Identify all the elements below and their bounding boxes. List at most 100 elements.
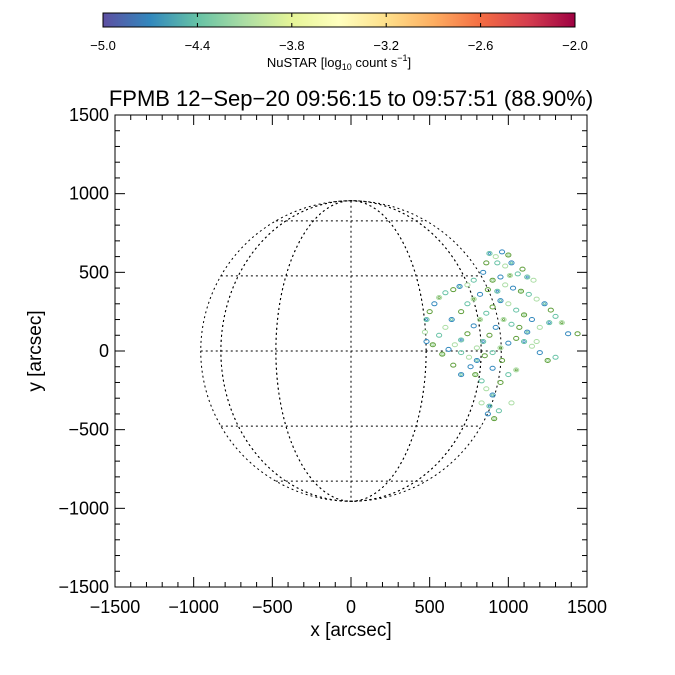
contour-point bbox=[486, 250, 493, 256]
contour-point-inner bbox=[475, 359, 479, 362]
contour-point bbox=[458, 372, 465, 378]
contour-point bbox=[533, 296, 540, 302]
contour-point bbox=[489, 277, 496, 283]
contour-point-inner bbox=[498, 346, 503, 350]
contour-point bbox=[439, 351, 446, 357]
colorbar: −5.0 −4.4 −3.8 −3.2 −2.6 −2.0 NuSTAR [log10 c… bbox=[90, 12, 588, 72]
colorbar-gradient bbox=[102, 12, 576, 28]
contour-point-inner bbox=[478, 318, 482, 321]
y-tick-label: −1500 bbox=[58, 577, 109, 597]
colorbar-tick-label: −4.4 bbox=[185, 38, 211, 53]
contour-point bbox=[536, 350, 543, 356]
contour-point bbox=[470, 277, 477, 283]
contour-point-inner bbox=[459, 373, 463, 376]
contour-point bbox=[528, 343, 536, 349]
contour-point-inner bbox=[473, 373, 477, 376]
colorbar-tick-label: −5.0 bbox=[90, 38, 116, 53]
contour-point bbox=[517, 288, 525, 294]
contour-point-inner bbox=[506, 253, 510, 257]
contour-point bbox=[473, 357, 480, 363]
longitude-line bbox=[220, 200, 482, 502]
contour-point bbox=[544, 357, 551, 363]
contour-point bbox=[520, 312, 528, 318]
contour-point bbox=[470, 296, 477, 302]
contour-point bbox=[505, 340, 512, 346]
colorbar-tick-label: −2.6 bbox=[468, 38, 494, 53]
contour-point bbox=[494, 288, 501, 294]
contour-point bbox=[508, 400, 515, 406]
y-tick-label: 0 bbox=[99, 341, 109, 361]
contour-point bbox=[445, 346, 452, 352]
contour-point-inner bbox=[522, 340, 526, 343]
contour-point-inner bbox=[522, 313, 526, 317]
contour-point bbox=[426, 309, 433, 315]
contour-point bbox=[486, 332, 493, 338]
contour-point-inner bbox=[437, 296, 441, 299]
contour-point bbox=[467, 364, 474, 370]
contour-point bbox=[508, 260, 515, 266]
contour-point-inner bbox=[490, 278, 495, 282]
contour-point bbox=[481, 353, 488, 359]
x-tick-label: −500 bbox=[252, 597, 293, 617]
contour-point bbox=[516, 324, 523, 330]
contour-point bbox=[442, 290, 449, 296]
contour-point-inner bbox=[450, 318, 454, 321]
contour-point-inner bbox=[487, 404, 492, 408]
contour-point bbox=[483, 310, 490, 316]
contour-point-inner bbox=[459, 338, 463, 342]
contour-point bbox=[464, 282, 471, 288]
contour-point bbox=[472, 372, 479, 378]
contour-point-inner bbox=[514, 368, 518, 372]
contour-point bbox=[500, 317, 507, 323]
contour-point bbox=[505, 301, 512, 307]
contour-point-inner bbox=[440, 352, 444, 356]
contour-point bbox=[497, 298, 504, 304]
contour-point bbox=[486, 403, 493, 409]
contour-point bbox=[502, 282, 509, 288]
contour-point bbox=[533, 339, 540, 345]
contour-point bbox=[421, 329, 429, 335]
contour-point bbox=[519, 266, 526, 272]
contour-point bbox=[480, 339, 487, 345]
contour-point bbox=[547, 307, 554, 313]
contour-point bbox=[502, 263, 509, 269]
contour-point bbox=[478, 378, 485, 384]
contour-point bbox=[470, 323, 477, 329]
contour-point bbox=[489, 365, 496, 371]
contour-point-inner bbox=[508, 274, 512, 277]
colorbar-label: NuSTAR [log10 count s−1] bbox=[267, 53, 411, 72]
contour-point bbox=[497, 274, 504, 280]
contour-point bbox=[514, 271, 521, 277]
y-tick-label: −500 bbox=[68, 420, 109, 440]
contour-point bbox=[431, 301, 438, 307]
contour-point bbox=[450, 287, 457, 293]
contour-point bbox=[506, 272, 514, 278]
contour-point bbox=[476, 291, 484, 297]
contour-point bbox=[498, 249, 506, 255]
contour-point bbox=[505, 372, 512, 378]
contour-point bbox=[483, 386, 490, 392]
contour-point bbox=[552, 354, 559, 360]
contour-point bbox=[465, 354, 473, 360]
contour-point bbox=[483, 260, 490, 266]
contour-point bbox=[458, 350, 465, 356]
contour-point bbox=[491, 416, 498, 422]
contour-point bbox=[495, 408, 502, 414]
contour-point bbox=[429, 342, 436, 348]
contour-point bbox=[528, 317, 536, 323]
contour-point-inner bbox=[492, 417, 496, 420]
y-axis-label: y [arcsec] bbox=[25, 310, 46, 391]
contour-point bbox=[442, 324, 449, 330]
contour-point-inner bbox=[502, 318, 506, 321]
contour-point bbox=[552, 313, 559, 319]
contour-point-inner bbox=[495, 289, 499, 293]
x-tick-label: 500 bbox=[415, 597, 445, 617]
contour-point bbox=[565, 331, 572, 337]
contour-point-inner bbox=[560, 321, 564, 324]
contour-point bbox=[478, 400, 485, 406]
contour-point-inner bbox=[525, 275, 529, 279]
contour-point bbox=[458, 309, 465, 315]
contour-point bbox=[484, 411, 491, 417]
y-tick-label: 500 bbox=[79, 262, 109, 282]
contour-point bbox=[513, 307, 520, 313]
